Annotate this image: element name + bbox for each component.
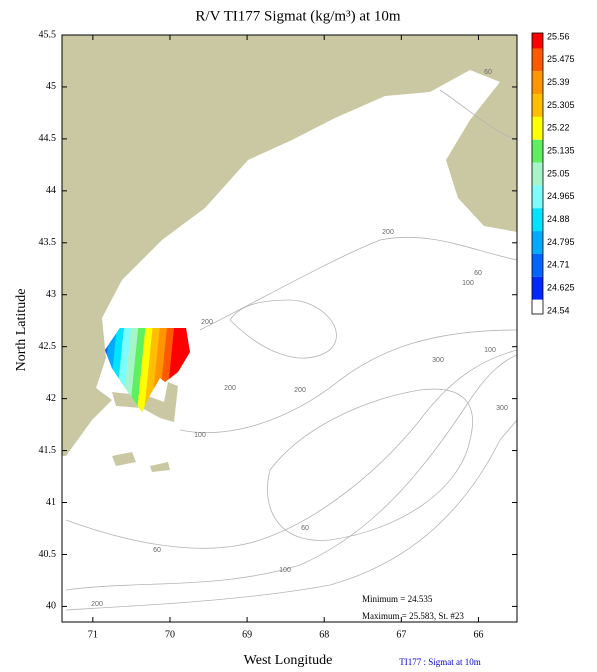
y-axis-label: North Latitude (14, 289, 29, 372)
y-tick-label: 44 (46, 185, 56, 196)
y-tick-label: 44.5 (39, 133, 57, 144)
maximum-note: Maximum = 25.583, St. #23 (362, 611, 464, 621)
island (150, 462, 170, 472)
y-tick-label: 45.5 (39, 29, 57, 40)
colorbar-label: 25.135 (547, 146, 575, 156)
x-axis-label: West Longitude (244, 653, 333, 668)
x-tick-label: 67 (396, 629, 406, 640)
contour-label: 200 (382, 229, 394, 236)
colorbar-band (532, 139, 543, 163)
x-tick-label: 66 (473, 629, 483, 640)
contour-label: 60 (301, 525, 309, 532)
contour-label: 200 (224, 385, 236, 392)
colorbar-label: 24.71 (547, 260, 570, 270)
colorbar-label: 25.475 (547, 54, 575, 64)
contour-label: 300 (432, 357, 444, 364)
minimum-note: Minimum = 24.535 (362, 594, 433, 604)
x-tick-label: 71 (88, 629, 98, 640)
contour-label: 200 (294, 387, 306, 394)
contour-label: 100 (279, 567, 291, 574)
colorbar-frame (531, 32, 544, 315)
colorbar-band (532, 162, 543, 186)
x-tick-label: 70 (165, 629, 175, 640)
y-tick-label: 42 (46, 393, 56, 404)
y-tick-label: 43 (46, 289, 56, 300)
y-tick-label: 41.5 (39, 445, 57, 456)
x-tick-label: 68 (319, 629, 329, 640)
y-tick-label: 40 (46, 601, 56, 612)
depth-contours (65, 89, 517, 611)
colorbar-band (532, 33, 543, 60)
y-tick-label: 40.5 (39, 549, 57, 560)
colorbar-band (532, 48, 543, 72)
colorbar-label: 24.54 (547, 305, 570, 315)
contour-label: 60 (474, 270, 482, 277)
y-tick-label: 43.5 (39, 237, 57, 248)
colorbar-label: 25.22 (547, 123, 570, 133)
footer: TI177 : Sigmat at 10m (399, 657, 481, 667)
colorbar-band (532, 276, 543, 300)
colorbar-label: 25.305 (547, 100, 575, 110)
colorbar-band (532, 208, 543, 232)
contour-label: 200 (201, 319, 213, 326)
contour-label: 60 (153, 547, 161, 554)
contour-label: 200 (91, 601, 103, 608)
plot-frame (61, 34, 518, 623)
y-tick-label: 42.5 (39, 341, 57, 352)
y-tick-label: 41 (46, 497, 56, 508)
colorbar-label: 24.88 (547, 214, 570, 224)
colorbar-band (532, 253, 543, 277)
contour-label: 300 (496, 405, 508, 412)
contour-label: 100 (462, 280, 474, 287)
island (112, 452, 136, 466)
chart-title: R/V TI177 Sigmat (kg/m³) at 10m (195, 8, 401, 24)
colorbar-label: 25.39 (547, 77, 570, 87)
colorbar-label: 25.05 (547, 168, 570, 178)
colorbar-label: 24.795 (547, 237, 575, 247)
colorbar-band (532, 94, 543, 117)
x-tick-label: 69 (242, 629, 252, 640)
contour-label: 60 (484, 69, 492, 76)
colorbar-band (532, 231, 543, 254)
colorbar-label: 24.625 (547, 283, 575, 293)
colorbar-band (532, 185, 543, 209)
colorbar-label: 24.965 (547, 191, 575, 201)
map-area (62, 35, 517, 622)
contour-label: 100 (194, 432, 206, 439)
contour-label: 100 (484, 347, 496, 354)
land (62, 35, 517, 456)
colorbar-label: 25.56 (547, 31, 570, 41)
y-tick-label: 45 (46, 81, 56, 92)
colorbar-band (532, 116, 543, 140)
colorbar-band (532, 71, 543, 95)
